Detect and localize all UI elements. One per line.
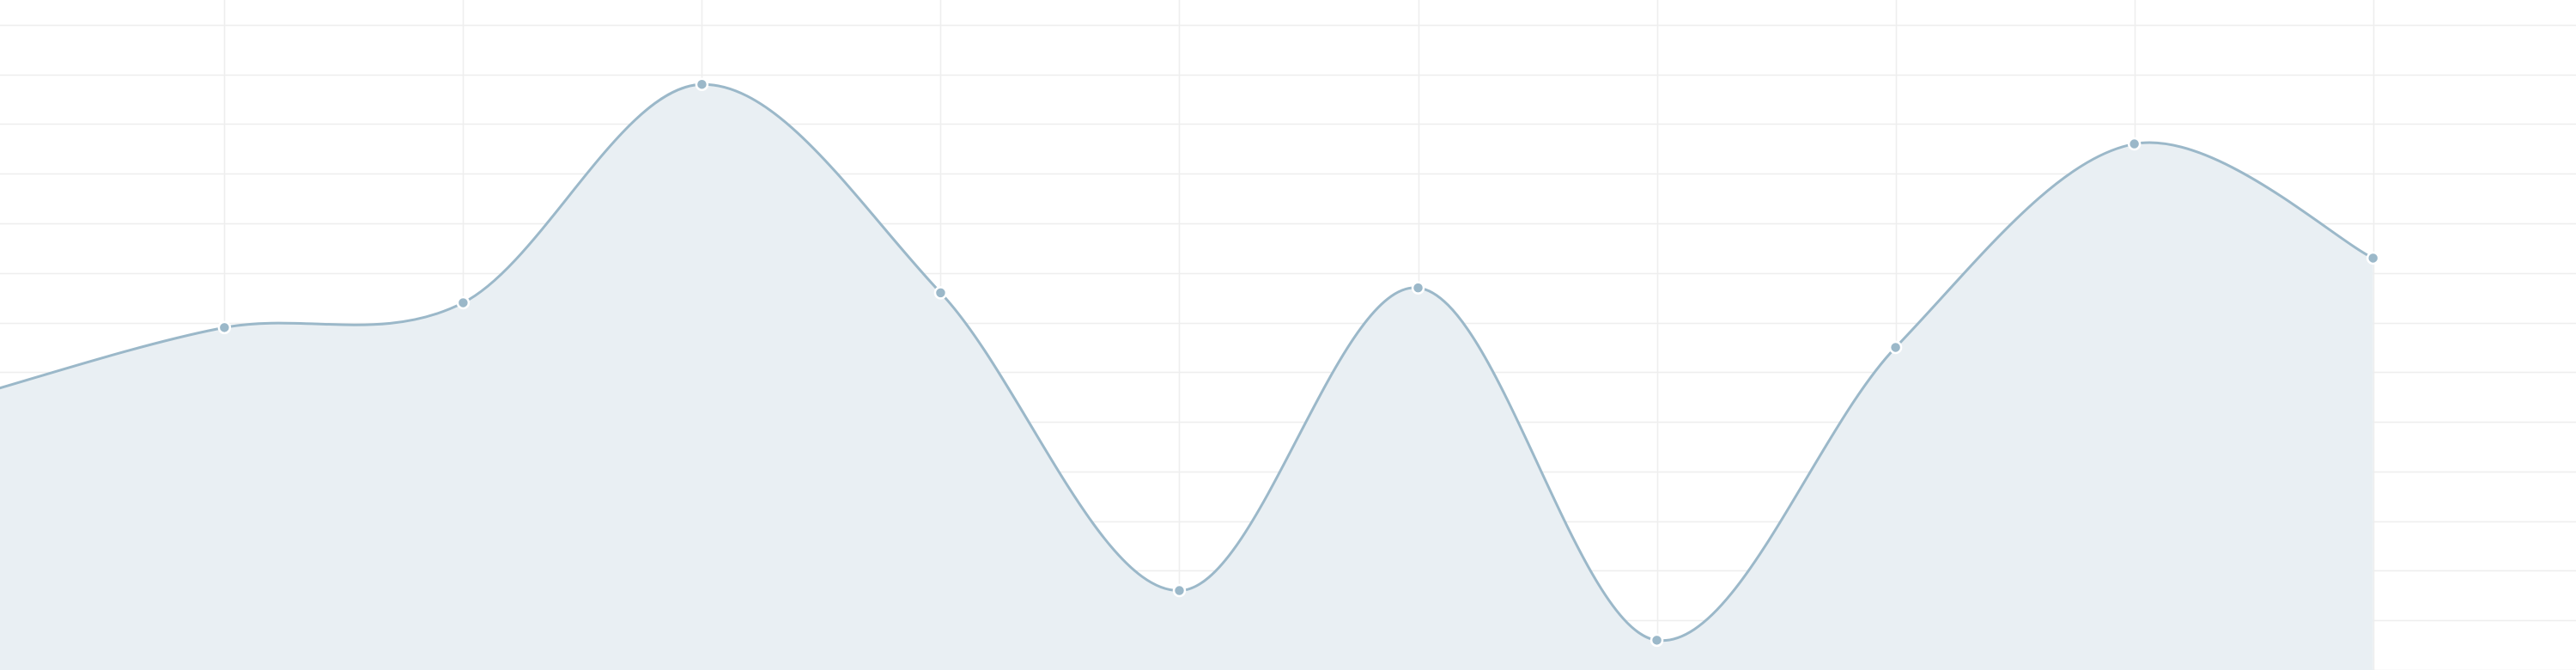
series-area [0,84,2373,670]
data-point[interactable] [2127,137,2142,151]
data-point[interactable] [2366,251,2380,265]
data-point[interactable] [1649,633,1664,648]
data-point[interactable] [933,286,948,300]
series-area-fill [0,84,2373,670]
data-point[interactable] [695,77,709,91]
data-point[interactable] [456,295,471,310]
data-point[interactable] [217,320,232,335]
data-points [217,77,2380,648]
data-point[interactable] [1888,340,1903,355]
data-point[interactable] [1172,583,1187,598]
data-point[interactable] [1411,281,1425,295]
